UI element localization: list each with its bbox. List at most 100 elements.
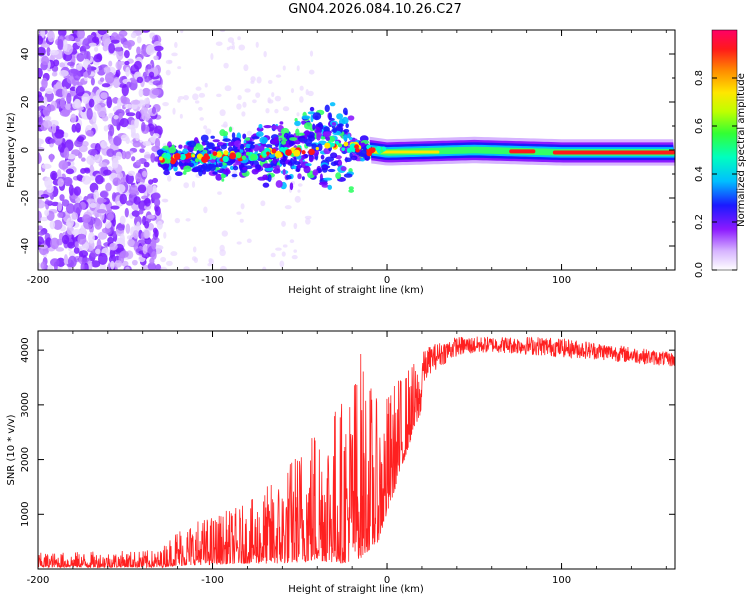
noise-blob [185,218,191,222]
noise-blob [152,177,158,184]
noise-blob [165,59,173,65]
noise-blob [160,266,168,270]
noise-blob [267,79,273,85]
noise-blob [130,99,141,105]
noise-blob [97,30,108,36]
signal-peak [245,151,250,156]
colorbar-tick-label: 0.4 [694,166,705,182]
noise-blob [117,98,122,110]
noise-blob [112,177,121,187]
signal-blob [294,120,301,127]
noise-blob [76,136,85,143]
noise-blob [106,96,113,109]
signal-blob [312,123,316,131]
noise-blob [81,157,86,162]
noise-blob [108,60,113,67]
chart-title: GN04.2026.084.10.26.C27 [288,2,462,17]
noise-blob [237,36,241,41]
noise-blob [86,155,96,166]
noise-blob [38,152,41,164]
signal-peak [222,155,229,163]
noise-blob [82,214,91,224]
noise-blob [130,103,138,110]
noise-blob [270,252,276,258]
noise-blob [116,184,126,194]
noise-blob [180,30,184,34]
noise-blob [299,85,304,91]
noise-blob [73,70,81,81]
signal-blob [329,152,338,159]
signal-blob [217,141,224,146]
noise-blob [38,231,45,236]
noise-blob [54,129,64,139]
noise-blob [267,97,271,104]
signal-blob [275,180,283,188]
noise-blob [96,197,103,204]
noise-blob [151,88,162,96]
noise-blob [127,42,132,51]
signal-blob [347,115,355,121]
signal-blob [303,165,311,174]
signal-blob [200,134,209,142]
spectrogram-heatmap [38,30,675,270]
noise-blob [56,169,62,178]
signal-blob [220,144,227,150]
noise-blob [76,30,86,39]
signal-blob [271,125,279,130]
signal-blob [270,139,280,145]
noise-blob [255,92,261,98]
noise-blob [44,115,52,122]
noise-blob [119,215,126,225]
signal-blob [251,168,259,175]
noise-blob [204,82,208,88]
colorbar-ticks: 0.0 0.2 0.4 0.6 0.8 [694,70,737,278]
noise-blob [43,96,48,106]
signal-blob [340,166,347,172]
noise-blob [102,33,111,46]
noise-blob [263,50,267,58]
noise-blob [191,256,197,261]
noise-blob [88,98,95,108]
signal-blob [312,112,322,121]
noise-blob [66,92,72,104]
noise-blob [124,207,129,218]
signal-blob [249,144,255,149]
noise-blob [299,96,304,103]
signal-blob [318,181,328,186]
noise-blob [135,111,142,120]
x-tick-label: 0 [384,575,390,586]
signal-blob [331,121,337,126]
signal-blob [174,171,183,177]
signal-blob [258,145,265,153]
noise-blob [282,106,290,112]
signal-blob [267,174,272,183]
bottom-axis-ticks: -200 -100 0 100 1000 2000 3000 4000 [20,331,675,586]
noise-blob [82,242,89,251]
noise-blob [103,66,111,74]
noise-blob [163,231,167,239]
signal-peak [262,151,268,157]
signal-peak [173,152,181,160]
signal-blob [305,163,312,167]
signal-blob [337,161,343,165]
signal-peak [170,158,176,165]
noise-blob [51,123,57,134]
noise-blob [38,244,48,249]
signal-blob [262,182,270,188]
signal-blob [343,134,348,142]
y-tick-label: 2000 [20,447,31,472]
signal-blob [320,136,326,140]
signal-blob [359,157,366,162]
noise-blob [149,257,155,265]
noise-blob [265,107,270,114]
signal-blob [347,133,351,139]
noise-blob [216,93,222,98]
signal-blob [231,173,238,178]
signal-core [373,150,440,154]
noise-blob [66,217,74,228]
noise-blob [74,241,79,249]
noise-blob [153,55,159,61]
snr-line [38,336,675,569]
signal-blob [178,144,183,149]
noise-blob [262,266,267,270]
